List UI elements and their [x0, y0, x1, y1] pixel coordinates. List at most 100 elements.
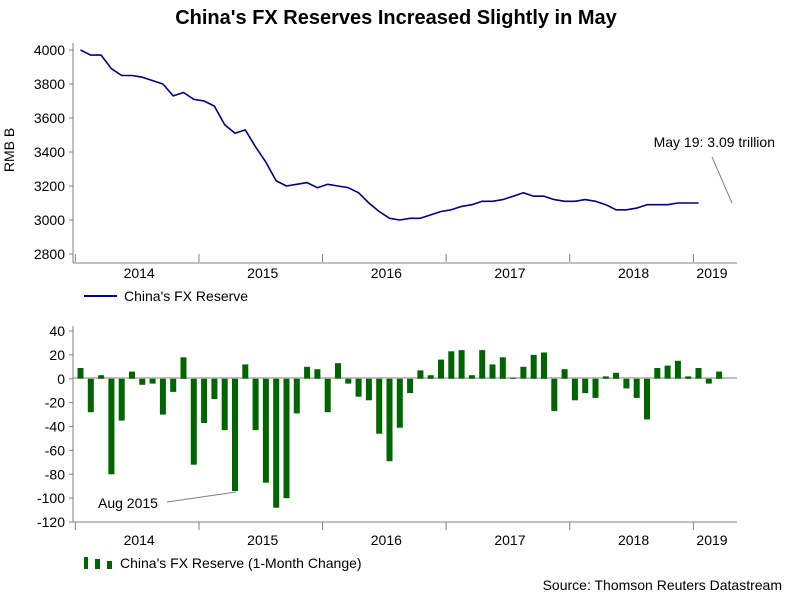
bottom-annotation-pointer — [166, 491, 237, 503]
change-bar — [592, 378, 599, 398]
x-year-label: 2018 — [618, 265, 649, 281]
y-tick-label: 40 — [49, 323, 65, 339]
top-legend-label: China's FX Reserve — [124, 288, 248, 304]
change-bar — [602, 376, 609, 379]
change-bar — [242, 364, 249, 379]
y-tick-label: 4000 — [34, 42, 65, 58]
change-bar — [396, 378, 403, 428]
bottom-bar-chart: Aug 2015 China's FX Reserve (1-Month Cha… — [37, 323, 737, 571]
x-year-label: 2017 — [494, 265, 525, 281]
change-bar — [417, 370, 424, 379]
change-bar — [644, 378, 650, 420]
y-tick-label: -100 — [37, 490, 65, 506]
change-bar — [613, 372, 620, 379]
change-bar — [386, 378, 393, 462]
change-bar — [139, 378, 146, 385]
change-bar — [458, 350, 465, 379]
change-bar — [541, 352, 547, 379]
change-bar — [314, 369, 321, 379]
change-bar — [273, 378, 280, 508]
bottom-legend-label: China's FX Reserve (1-Month Change) — [120, 555, 362, 571]
change-bar — [664, 365, 671, 379]
change-bar — [479, 350, 486, 379]
change-bar — [510, 377, 517, 379]
change-bar — [695, 368, 702, 379]
change-bar — [448, 351, 455, 379]
change-bar — [87, 378, 94, 413]
x-year-label: 2016 — [371, 532, 402, 548]
change-bar — [623, 378, 630, 389]
top-line-chart: RMB B May 19: 3.09 trillion China's FX R… — [1, 42, 775, 304]
y-tick-label: -80 — [45, 466, 65, 482]
y-tick-label: 3200 — [34, 178, 65, 194]
x-year-label: 2014 — [124, 532, 155, 548]
change-bar — [376, 378, 383, 434]
x-year-label: 2019 — [696, 265, 727, 281]
change-bar — [149, 378, 156, 384]
y-tick-label: 0 — [57, 371, 65, 387]
change-bar — [561, 369, 568, 379]
x-year-label: 2015 — [247, 265, 278, 281]
top-y-axis-label: RMB B — [1, 128, 17, 172]
top-annotation-pointer — [711, 156, 733, 204]
y-tick-label: 3800 — [34, 76, 65, 92]
change-bar — [520, 366, 527, 379]
change-bar — [633, 378, 640, 398]
change-bar — [324, 378, 331, 413]
bottom-legend-swatch — [84, 557, 88, 569]
change-bar — [118, 378, 125, 421]
change-bar — [551, 378, 558, 411]
change-bar — [159, 378, 166, 415]
change-bar — [252, 378, 259, 431]
change-bar — [201, 378, 208, 423]
change-bar — [262, 378, 269, 483]
chart-title: China's FX Reserves Increased Slightly i… — [175, 7, 617, 29]
change-bar — [716, 371, 723, 379]
change-bar — [355, 378, 362, 397]
change-bar — [293, 378, 300, 414]
change-bar — [211, 378, 218, 400]
bottom-legend-swatch — [95, 559, 100, 569]
y-tick-label: -60 — [45, 442, 65, 458]
change-bar — [108, 378, 115, 475]
change-bar — [221, 378, 228, 431]
fx-reserve-line — [80, 49, 699, 221]
change-bar — [499, 357, 506, 379]
change-bar — [190, 378, 197, 465]
y-tick-label: 3600 — [34, 110, 65, 126]
change-bar — [407, 378, 414, 394]
change-bar — [335, 363, 341, 379]
change-bar — [571, 378, 578, 401]
change-bar — [98, 375, 105, 379]
change-bar — [468, 375, 475, 379]
x-year-label: 2015 — [247, 532, 278, 548]
source-note: Source: Thomson Reuters Datastream — [543, 577, 782, 593]
change-bar — [180, 357, 187, 379]
change-bar — [283, 378, 290, 499]
bottom-annotation: Aug 2015 — [98, 495, 158, 511]
y-tick-label: 2800 — [34, 246, 65, 262]
change-bar — [582, 378, 589, 394]
top-annotation: May 19: 3.09 trillion — [654, 134, 775, 150]
change-bar — [232, 378, 238, 491]
change-bar — [530, 354, 537, 379]
y-tick-label: 3000 — [34, 212, 65, 228]
change-bar — [170, 378, 177, 392]
x-year-label: 2014 — [124, 265, 155, 281]
change-bar — [129, 371, 135, 379]
y-tick-label: -120 — [37, 514, 65, 530]
change-bar — [304, 366, 311, 379]
x-year-label: 2017 — [494, 532, 525, 548]
change-bar — [77, 368, 84, 379]
change-bar — [489, 364, 496, 379]
x-year-label: 2016 — [371, 265, 402, 281]
change-bar — [365, 378, 372, 401]
x-year-label: 2019 — [696, 532, 727, 548]
change-bar — [705, 378, 712, 384]
y-tick-label: -20 — [45, 395, 65, 411]
change-bar — [438, 359, 444, 379]
y-tick-label: 3400 — [34, 144, 65, 160]
change-bar — [345, 378, 352, 384]
y-tick-label: -40 — [45, 419, 65, 435]
